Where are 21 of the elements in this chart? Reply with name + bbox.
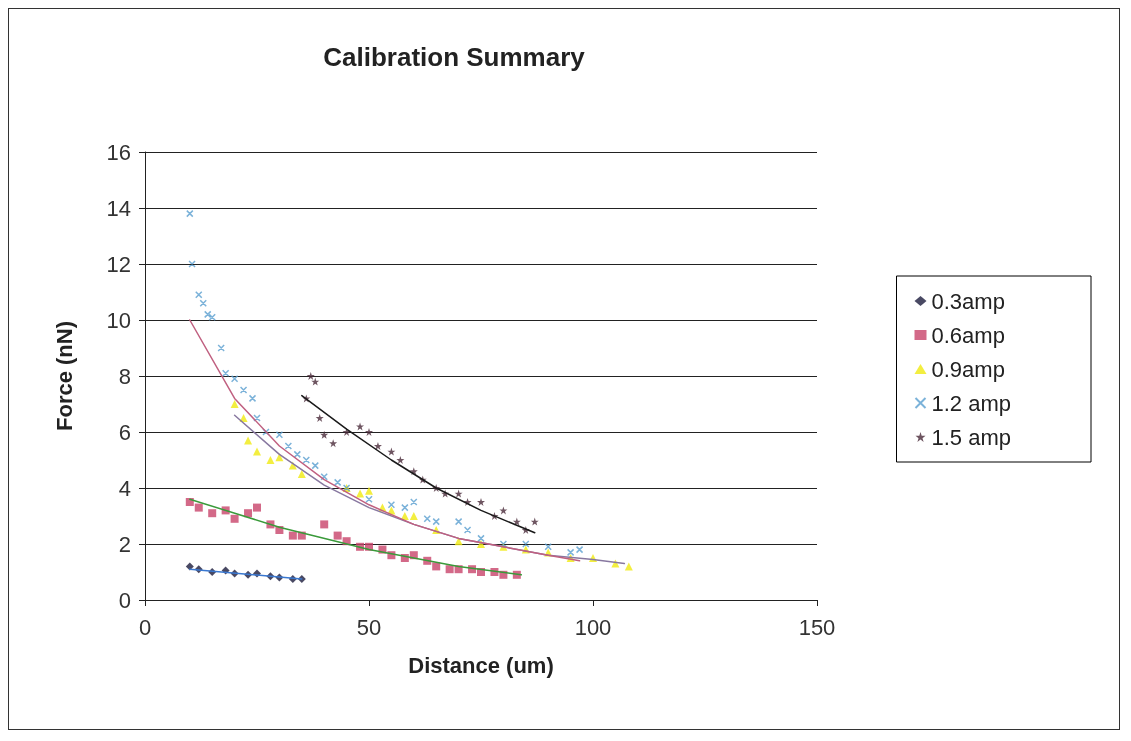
y-axis-title: Force (nN) bbox=[51, 321, 77, 431]
legend-label: 0.6amp bbox=[931, 322, 1005, 348]
y-tick-label: 4 bbox=[118, 475, 131, 501]
x-tick-label: 100 bbox=[574, 614, 612, 640]
y-tick-label: 14 bbox=[106, 195, 131, 221]
x-tick-label: 50 bbox=[356, 614, 382, 640]
chart-title: Calibration Summary bbox=[323, 42, 586, 72]
y-tick-label: 16 bbox=[106, 139, 131, 165]
x-axis-title: Distance (um) bbox=[408, 652, 554, 678]
legend-label: 0.3amp bbox=[931, 288, 1005, 314]
y-tick-label: 8 bbox=[118, 363, 131, 389]
y-tick-label: 2 bbox=[118, 531, 131, 557]
y-tick-label: 6 bbox=[118, 419, 131, 445]
x-tick-label: 150 bbox=[798, 614, 836, 640]
legend-label: 0.9amp bbox=[931, 356, 1005, 382]
y-tick-label: 12 bbox=[106, 251, 131, 277]
legend-label: 1.2 amp bbox=[931, 390, 1012, 416]
y-tick-label: 10 bbox=[106, 307, 131, 333]
y-tick-label: 0 bbox=[118, 587, 131, 613]
x-tick-label: 0 bbox=[138, 614, 152, 640]
legend-label: 1.5 amp bbox=[931, 424, 1012, 450]
